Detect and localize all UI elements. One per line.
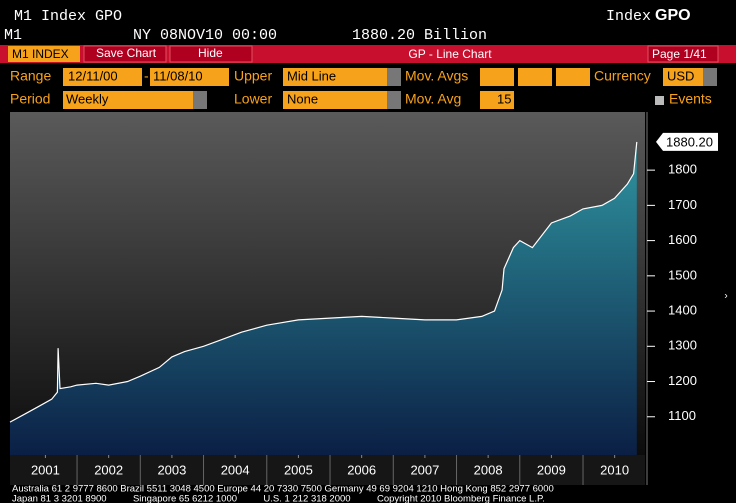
value-label-box <box>656 132 718 151</box>
footer-line: Japan 81 3 3201 8900 Singapore 65 6212 1… <box>12 494 545 503</box>
mov-avg-value[interactable]: 15 <box>497 91 511 106</box>
mov-avgs-label: Mov. Avgs <box>405 68 468 84</box>
range-to[interactable]: 11/08/10 <box>153 68 203 83</box>
x-axis-strip <box>10 455 645 485</box>
footer: Australia 61 2 9777 8600 Brazil 5511 304… <box>12 484 554 503</box>
events-checkbox[interactable] <box>655 96 664 105</box>
range-from-input[interactable] <box>63 68 142 86</box>
y-tick-label: 1300 <box>668 338 697 353</box>
range-label: Range <box>10 68 51 84</box>
x-tick-label: 2009 <box>537 462 566 477</box>
lower-select[interactable] <box>283 91 387 109</box>
header-code: GPO <box>655 7 691 24</box>
y-tick-label: 1800 <box>668 162 697 177</box>
header-ticker: M1 <box>4 27 22 44</box>
security-button[interactable] <box>8 46 80 62</box>
period-value[interactable]: Weekly <box>66 91 109 106</box>
mov-avg-input[interactable] <box>480 68 514 86</box>
x-tick-label: 2002 <box>94 462 123 477</box>
y-tick-label: 1700 <box>668 197 697 212</box>
mov-avg-value-input[interactable] <box>480 91 514 109</box>
upper-label: Upper <box>234 68 272 84</box>
x-tick-label: 2001 <box>31 462 60 477</box>
currency-arrow[interactable] <box>703 68 717 86</box>
currency-select[interactable] <box>663 68 703 86</box>
lower-value[interactable]: None <box>287 91 318 106</box>
line <box>9 141 638 423</box>
header-title: M1 Index GPO <box>14 8 122 25</box>
upper-value[interactable]: Mid Line <box>287 68 336 83</box>
chart: 2001 2002 2003 2004 2005 2006 2007 2008 2009 2010… <box>9 132 718 485</box>
x-tick-label: 2007 <box>410 462 439 477</box>
x-tick-label: 2006 <box>347 462 376 477</box>
y-tick-label: 1600 <box>668 232 697 247</box>
lower-label: Lower <box>234 91 272 107</box>
range-dash: - <box>144 68 149 84</box>
x-tick-label: 2003 <box>157 462 186 477</box>
page-label: Page 1/41 <box>652 47 707 61</box>
y-tick-label: 1100 <box>668 408 696 423</box>
period-arrow[interactable] <box>193 91 207 109</box>
function-title: GP - Line Chart <box>408 47 492 61</box>
y-tick-label: 1200 <box>668 373 697 388</box>
upper-select[interactable] <box>283 68 387 86</box>
upper-arrow[interactable] <box>387 68 401 86</box>
security-label[interactable]: M1 INDEX <box>12 47 69 61</box>
y-tick-label: 1400 <box>668 303 697 318</box>
currency-value[interactable]: USD <box>667 68 694 83</box>
mov-avg-input[interactable] <box>518 68 552 86</box>
events-label[interactable]: Events <box>669 91 712 107</box>
y-tick-label: 1500 <box>668 267 697 282</box>
header-value: 1880.20 Billion <box>352 27 487 44</box>
x-tick-label: 2010 <box>600 462 629 477</box>
save-button[interactable] <box>83 45 167 63</box>
value-label: 1880.20 <box>666 134 713 149</box>
period-select[interactable] <box>63 91 193 109</box>
save-label[interactable]: Save Chart <box>96 46 157 60</box>
header-timestamp: NY 08NOV10 00:00 <box>133 27 277 44</box>
currency-label: Currency <box>594 68 651 84</box>
period-label: Period <box>10 91 50 107</box>
mov-avg-input[interactable] <box>556 68 590 86</box>
footer-line: Australia 61 2 9777 8600 Brazil 5511 304… <box>12 484 554 495</box>
x-tick-label: 2005 <box>284 462 313 477</box>
header-index: Index <box>606 8 651 25</box>
lower-arrow[interactable] <box>387 91 401 109</box>
scroll-arrow[interactable]: › <box>724 291 727 302</box>
mov-avg-label: Mov. Avg <box>405 91 461 107</box>
x-tick-label: 2008 <box>474 462 503 477</box>
hide-label[interactable]: Hide <box>198 46 223 60</box>
x-tick-label: 2004 <box>221 462 250 477</box>
page-box <box>647 45 719 63</box>
range-to-input[interactable] <box>150 68 229 86</box>
hide-button[interactable] <box>169 45 253 63</box>
area <box>10 141 637 455</box>
range-from[interactable]: 12/11/00 <box>68 68 118 83</box>
